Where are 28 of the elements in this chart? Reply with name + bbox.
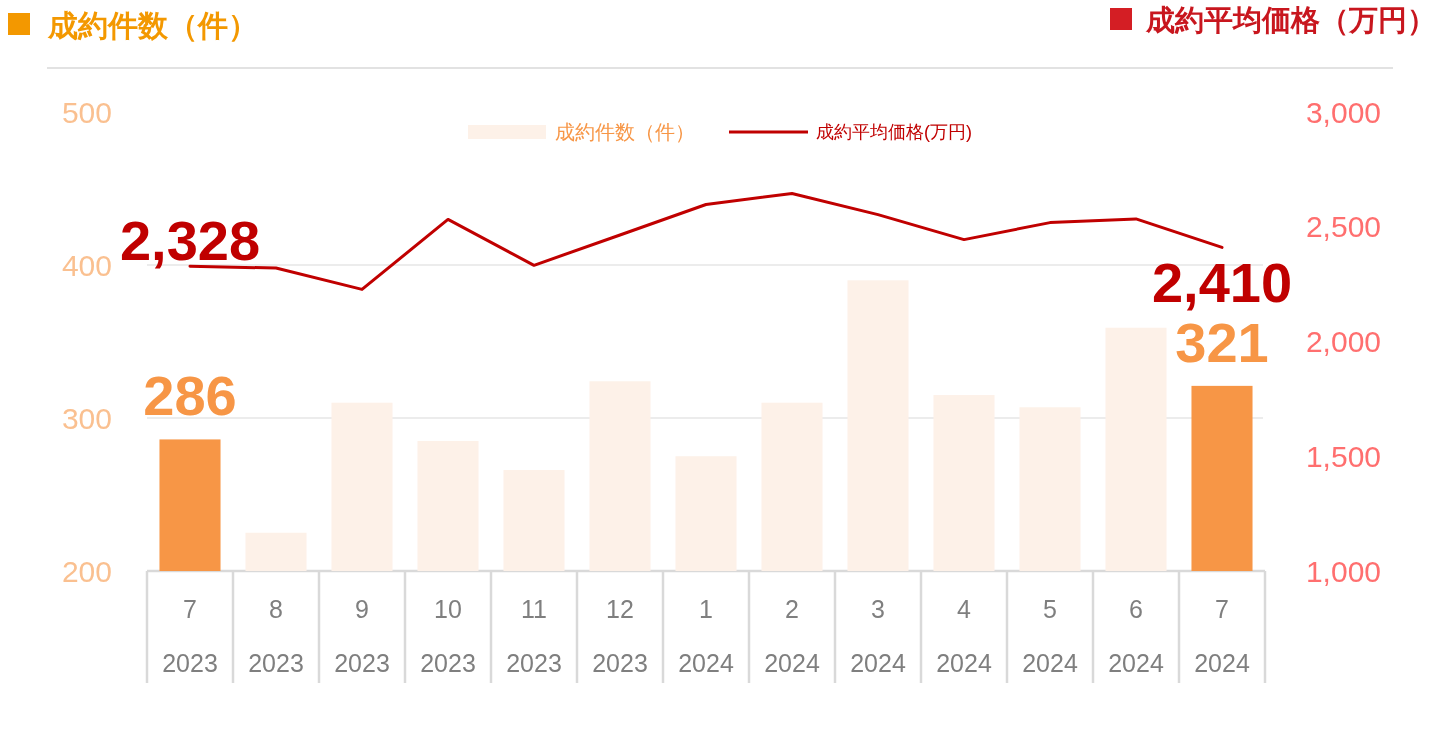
x-tick-label: 4 2024 [936, 595, 992, 677]
x-tick-label: 3 2024 [850, 595, 906, 677]
x-tick-label: 7 2024 [1194, 595, 1250, 677]
x-tick-label: 9 2023 [334, 595, 390, 677]
y-tick-label: 200 [61, 554, 112, 588]
x-tick-label: 6 2024 [1108, 595, 1164, 677]
y2label: 成約平均価格（万円） [1146, 4, 1436, 36]
x-tick-label: 1 2024 [678, 595, 734, 677]
x-tick-label: 5 2024 [1022, 595, 1078, 677]
y2-tick-label: 2,500 [1305, 210, 1381, 244]
y-tick-label: 300 [61, 401, 112, 435]
x-tick-label: 12 2023 [592, 595, 648, 677]
y-tick-label: 500 [61, 95, 112, 129]
x-tick-label: 11 2023 [506, 595, 562, 677]
y2-tick-label: 1,500 [1305, 439, 1381, 473]
x-tick-label: 7 2023 [162, 595, 218, 677]
data-label: 286 [143, 364, 237, 428]
x-tick-label: 10 2023 [420, 595, 476, 677]
data-label: 2,328 [119, 209, 261, 273]
y2-tick-label: 1,000 [1305, 554, 1381, 588]
x-tick-label: 2 2024 [764, 595, 820, 677]
legend-label: 成約件数（件） [555, 121, 695, 143]
y2-tick-label: 3,000 [1305, 95, 1381, 129]
y-tick-label: 400 [61, 248, 112, 282]
y2-tick-label: 2,000 [1305, 325, 1381, 358]
ylabel: 成約件数（件） [48, 9, 258, 42]
legend-label: 成約平均価格(万円) [816, 122, 972, 142]
x-tick-label: 8 2023 [248, 595, 304, 677]
